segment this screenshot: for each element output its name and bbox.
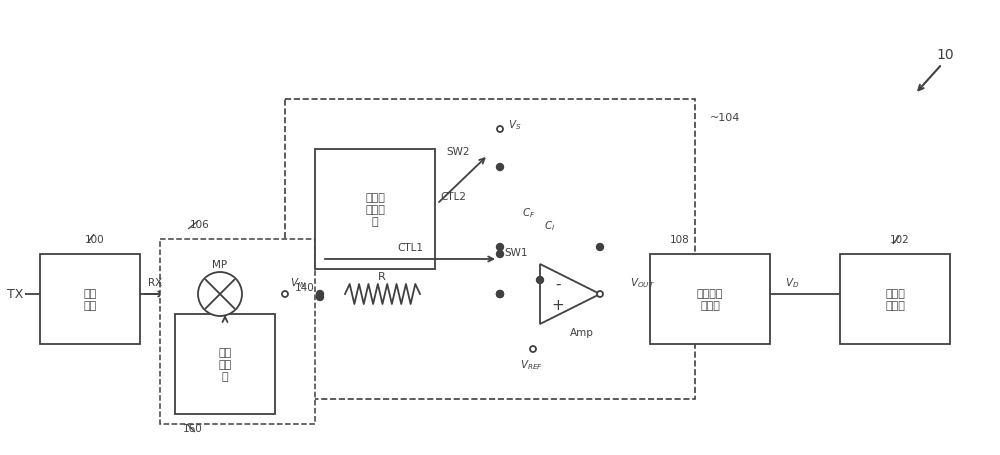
Text: ~104: ~104	[710, 113, 740, 123]
Bar	[840, 254, 950, 344]
Text: -: -	[555, 276, 561, 291]
Text: 电容判
断电路: 电容判 断电路	[885, 288, 905, 310]
Text: MP: MP	[212, 259, 228, 269]
Text: SW2: SW2	[446, 147, 470, 157]
Text: R: R	[378, 271, 386, 281]
Circle shape	[530, 346, 536, 352]
Text: 波形
产生
器: 波形 产生 器	[218, 348, 232, 381]
Text: 控制信
号产生
器: 控制信 号产生 器	[365, 193, 385, 226]
Circle shape	[536, 277, 544, 284]
Bar	[175, 314, 275, 414]
Circle shape	[497, 127, 503, 133]
Circle shape	[198, 273, 242, 316]
Circle shape	[496, 291, 504, 298]
Bar	[40, 254, 140, 344]
Text: $V_{REF}$: $V_{REF}$	[520, 357, 542, 371]
Bar	[650, 254, 770, 344]
Text: $V_{OUT}$: $V_{OUT}$	[630, 275, 655, 289]
Text: +: +	[552, 298, 564, 313]
Text: 模拟信号
转换器: 模拟信号 转换器	[697, 288, 723, 310]
Text: SW1: SW1	[504, 248, 528, 258]
Text: CTL1: CTL1	[397, 243, 423, 253]
Text: RX: RX	[148, 278, 162, 288]
Text: 100: 100	[85, 234, 105, 244]
Text: $C_F$: $C_F$	[522, 206, 535, 219]
Bar	[315, 150, 435, 269]
Circle shape	[496, 164, 504, 171]
Text: 待测
电路: 待测 电路	[83, 288, 97, 310]
Circle shape	[316, 294, 324, 301]
Text: TX: TX	[7, 288, 23, 301]
Text: $C_I$: $C_I$	[544, 218, 556, 233]
Text: $V_S$: $V_S$	[508, 118, 521, 131]
Text: 10: 10	[936, 48, 954, 62]
Text: $V_D$: $V_D$	[785, 275, 799, 289]
Text: CTL2: CTL2	[440, 192, 466, 202]
Circle shape	[596, 244, 604, 251]
Circle shape	[282, 291, 288, 298]
Circle shape	[496, 244, 504, 251]
Circle shape	[597, 291, 603, 298]
Bar	[285, 100, 695, 399]
Text: 108: 108	[670, 234, 690, 244]
Text: 140: 140	[295, 283, 315, 293]
Text: 106: 106	[190, 219, 210, 229]
Text: 102: 102	[890, 234, 910, 244]
Text: $V_{IN}$: $V_{IN}$	[290, 275, 306, 289]
Bar	[160, 239, 315, 424]
Text: Amp: Amp	[570, 327, 594, 337]
Circle shape	[496, 291, 504, 298]
Text: 160: 160	[183, 423, 203, 433]
Circle shape	[496, 251, 504, 258]
Circle shape	[316, 291, 324, 298]
